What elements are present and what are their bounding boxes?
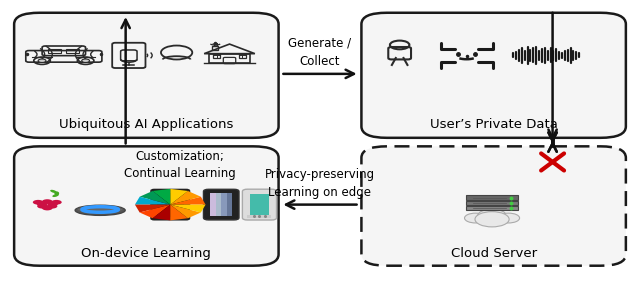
Polygon shape xyxy=(170,205,188,220)
Text: On-device Learning: On-device Learning xyxy=(81,247,211,260)
Circle shape xyxy=(82,59,90,63)
FancyBboxPatch shape xyxy=(14,13,278,138)
Circle shape xyxy=(51,200,61,205)
Circle shape xyxy=(475,212,509,227)
FancyBboxPatch shape xyxy=(14,146,278,266)
Text: User’s Private Data: User’s Private Data xyxy=(429,118,557,131)
Bar xyxy=(466,201,518,205)
Polygon shape xyxy=(152,205,170,220)
Polygon shape xyxy=(170,191,201,205)
Bar xyxy=(214,43,217,46)
FancyBboxPatch shape xyxy=(243,189,276,220)
Polygon shape xyxy=(135,197,170,205)
Circle shape xyxy=(37,204,48,209)
Circle shape xyxy=(465,213,486,223)
Text: Collect: Collect xyxy=(300,55,340,67)
Ellipse shape xyxy=(75,205,125,215)
Bar xyxy=(466,195,518,200)
Text: Cloud Server: Cloud Server xyxy=(451,247,537,260)
FancyBboxPatch shape xyxy=(362,13,626,138)
Circle shape xyxy=(47,204,58,209)
Bar xyxy=(157,193,184,217)
Bar xyxy=(239,54,246,58)
Polygon shape xyxy=(170,205,201,218)
Bar xyxy=(211,193,216,216)
Polygon shape xyxy=(170,189,188,205)
Polygon shape xyxy=(152,189,170,205)
Circle shape xyxy=(33,200,44,205)
Polygon shape xyxy=(170,197,205,205)
Circle shape xyxy=(477,209,506,222)
FancyBboxPatch shape xyxy=(362,146,626,266)
FancyBboxPatch shape xyxy=(204,189,239,220)
Circle shape xyxy=(36,202,47,206)
Bar xyxy=(216,193,221,216)
Text: Generate /: Generate / xyxy=(289,36,351,49)
Circle shape xyxy=(38,59,46,63)
Circle shape xyxy=(47,202,58,206)
Text: Continual Learning: Continual Learning xyxy=(124,167,236,181)
Bar xyxy=(213,54,220,58)
Polygon shape xyxy=(140,205,170,218)
Bar xyxy=(250,194,269,215)
Ellipse shape xyxy=(50,190,57,193)
Ellipse shape xyxy=(52,194,59,197)
Text: Privacy-preserving: Privacy-preserving xyxy=(265,168,375,181)
Text: Ubiquitous AI Applications: Ubiquitous AI Applications xyxy=(59,118,234,131)
Polygon shape xyxy=(140,191,170,205)
FancyBboxPatch shape xyxy=(151,189,189,220)
Polygon shape xyxy=(135,205,170,212)
Ellipse shape xyxy=(54,191,59,195)
Bar xyxy=(221,193,227,216)
Circle shape xyxy=(497,213,520,223)
Circle shape xyxy=(42,206,52,210)
Polygon shape xyxy=(170,205,205,212)
Bar xyxy=(227,193,232,216)
Text: Learning on edge: Learning on edge xyxy=(269,186,371,199)
Bar xyxy=(466,206,518,210)
Circle shape xyxy=(42,199,52,204)
Bar xyxy=(248,215,271,218)
Text: Customization;: Customization; xyxy=(136,150,224,163)
Ellipse shape xyxy=(77,206,123,213)
Bar xyxy=(212,46,218,50)
